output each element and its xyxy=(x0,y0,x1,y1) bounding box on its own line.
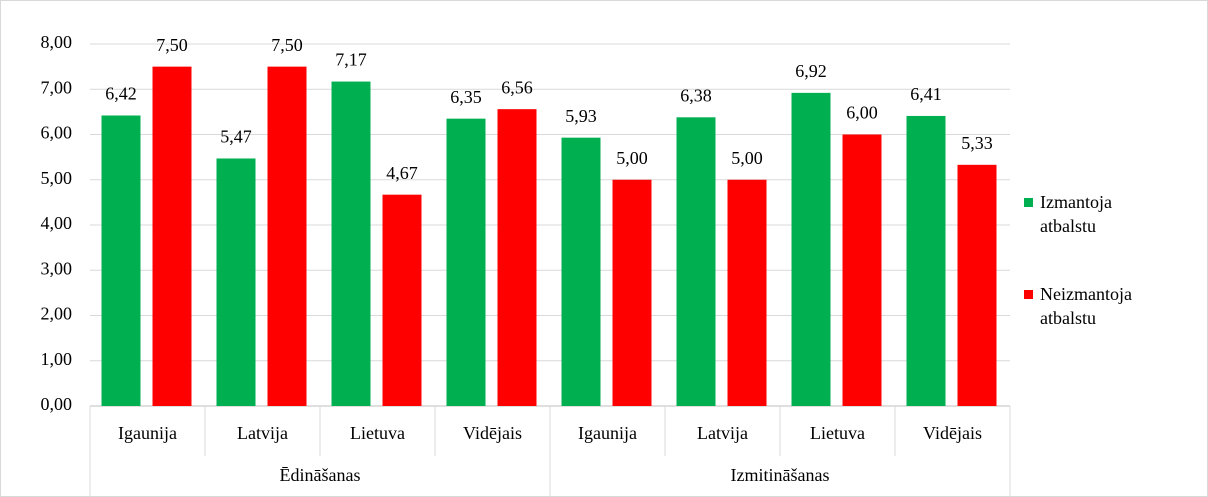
legend-label: Izmantoja atbalstu xyxy=(1040,192,1112,236)
bar xyxy=(791,92,831,407)
x-tick-label: Lietuva xyxy=(350,423,405,443)
value-label: 5,00 xyxy=(731,148,763,168)
bar xyxy=(727,179,767,406)
y-tick-label: 0,00 xyxy=(41,394,73,414)
bar xyxy=(101,115,141,407)
bar xyxy=(676,117,716,407)
bar xyxy=(906,115,946,406)
legend-swatch xyxy=(1024,290,1033,299)
bar xyxy=(216,158,256,406)
x-tick-label: Vidējais xyxy=(463,423,522,443)
y-tick-label: 7,00 xyxy=(41,77,73,97)
x-tick-label: Latvija xyxy=(697,423,748,443)
value-label: 5,33 xyxy=(961,133,993,153)
legend-item: Neizmantoja atbalstu xyxy=(1024,282,1194,330)
bar xyxy=(446,118,486,406)
y-tick-label: 1,00 xyxy=(41,349,73,369)
x-tick-label: Latvija xyxy=(237,423,288,443)
bar xyxy=(267,66,307,406)
value-label: 5,00 xyxy=(616,148,648,168)
y-tick-label: 8,00 xyxy=(41,32,73,52)
bar xyxy=(152,66,192,406)
value-label: 7,50 xyxy=(271,35,303,55)
y-tick-label: 5,00 xyxy=(41,168,73,188)
value-label: 6,56 xyxy=(501,77,533,97)
value-label: 4,67 xyxy=(386,163,418,183)
bar xyxy=(331,81,371,407)
x-tick-label: Igaunija xyxy=(578,423,637,443)
y-tick-label: 6,00 xyxy=(41,123,73,143)
bar xyxy=(612,179,652,406)
value-label: 5,93 xyxy=(565,106,597,126)
value-label: 7,50 xyxy=(156,35,188,55)
bar xyxy=(842,134,882,406)
value-label: 6,42 xyxy=(105,84,137,104)
bar xyxy=(957,164,997,406)
value-label: 6,41 xyxy=(910,84,942,104)
bar xyxy=(382,194,422,406)
legend-label: Neizmantoja atbalstu xyxy=(1040,284,1132,328)
value-label: 5,47 xyxy=(220,127,252,147)
x-tick-label: Igaunija xyxy=(118,423,177,443)
value-label: 6,35 xyxy=(450,87,482,107)
value-label: 6,38 xyxy=(680,85,712,105)
x-tick-label: Vidējais xyxy=(923,423,982,443)
x-tick-label: Lietuva xyxy=(810,423,865,443)
group-label: Izmitināšanas xyxy=(731,465,830,485)
value-label: 6,92 xyxy=(795,61,827,81)
legend-swatch xyxy=(1024,198,1033,207)
legend-item: Izmantoja atbalstu xyxy=(1024,190,1194,238)
bar xyxy=(497,109,537,406)
bar xyxy=(561,137,601,407)
y-tick-label: 3,00 xyxy=(41,258,73,278)
group-label: Ēdināšanas xyxy=(280,465,361,485)
y-tick-label: 4,00 xyxy=(41,213,73,233)
value-label: 6,00 xyxy=(846,103,878,123)
y-tick-label: 2,00 xyxy=(41,304,73,324)
value-label: 7,17 xyxy=(335,50,367,70)
